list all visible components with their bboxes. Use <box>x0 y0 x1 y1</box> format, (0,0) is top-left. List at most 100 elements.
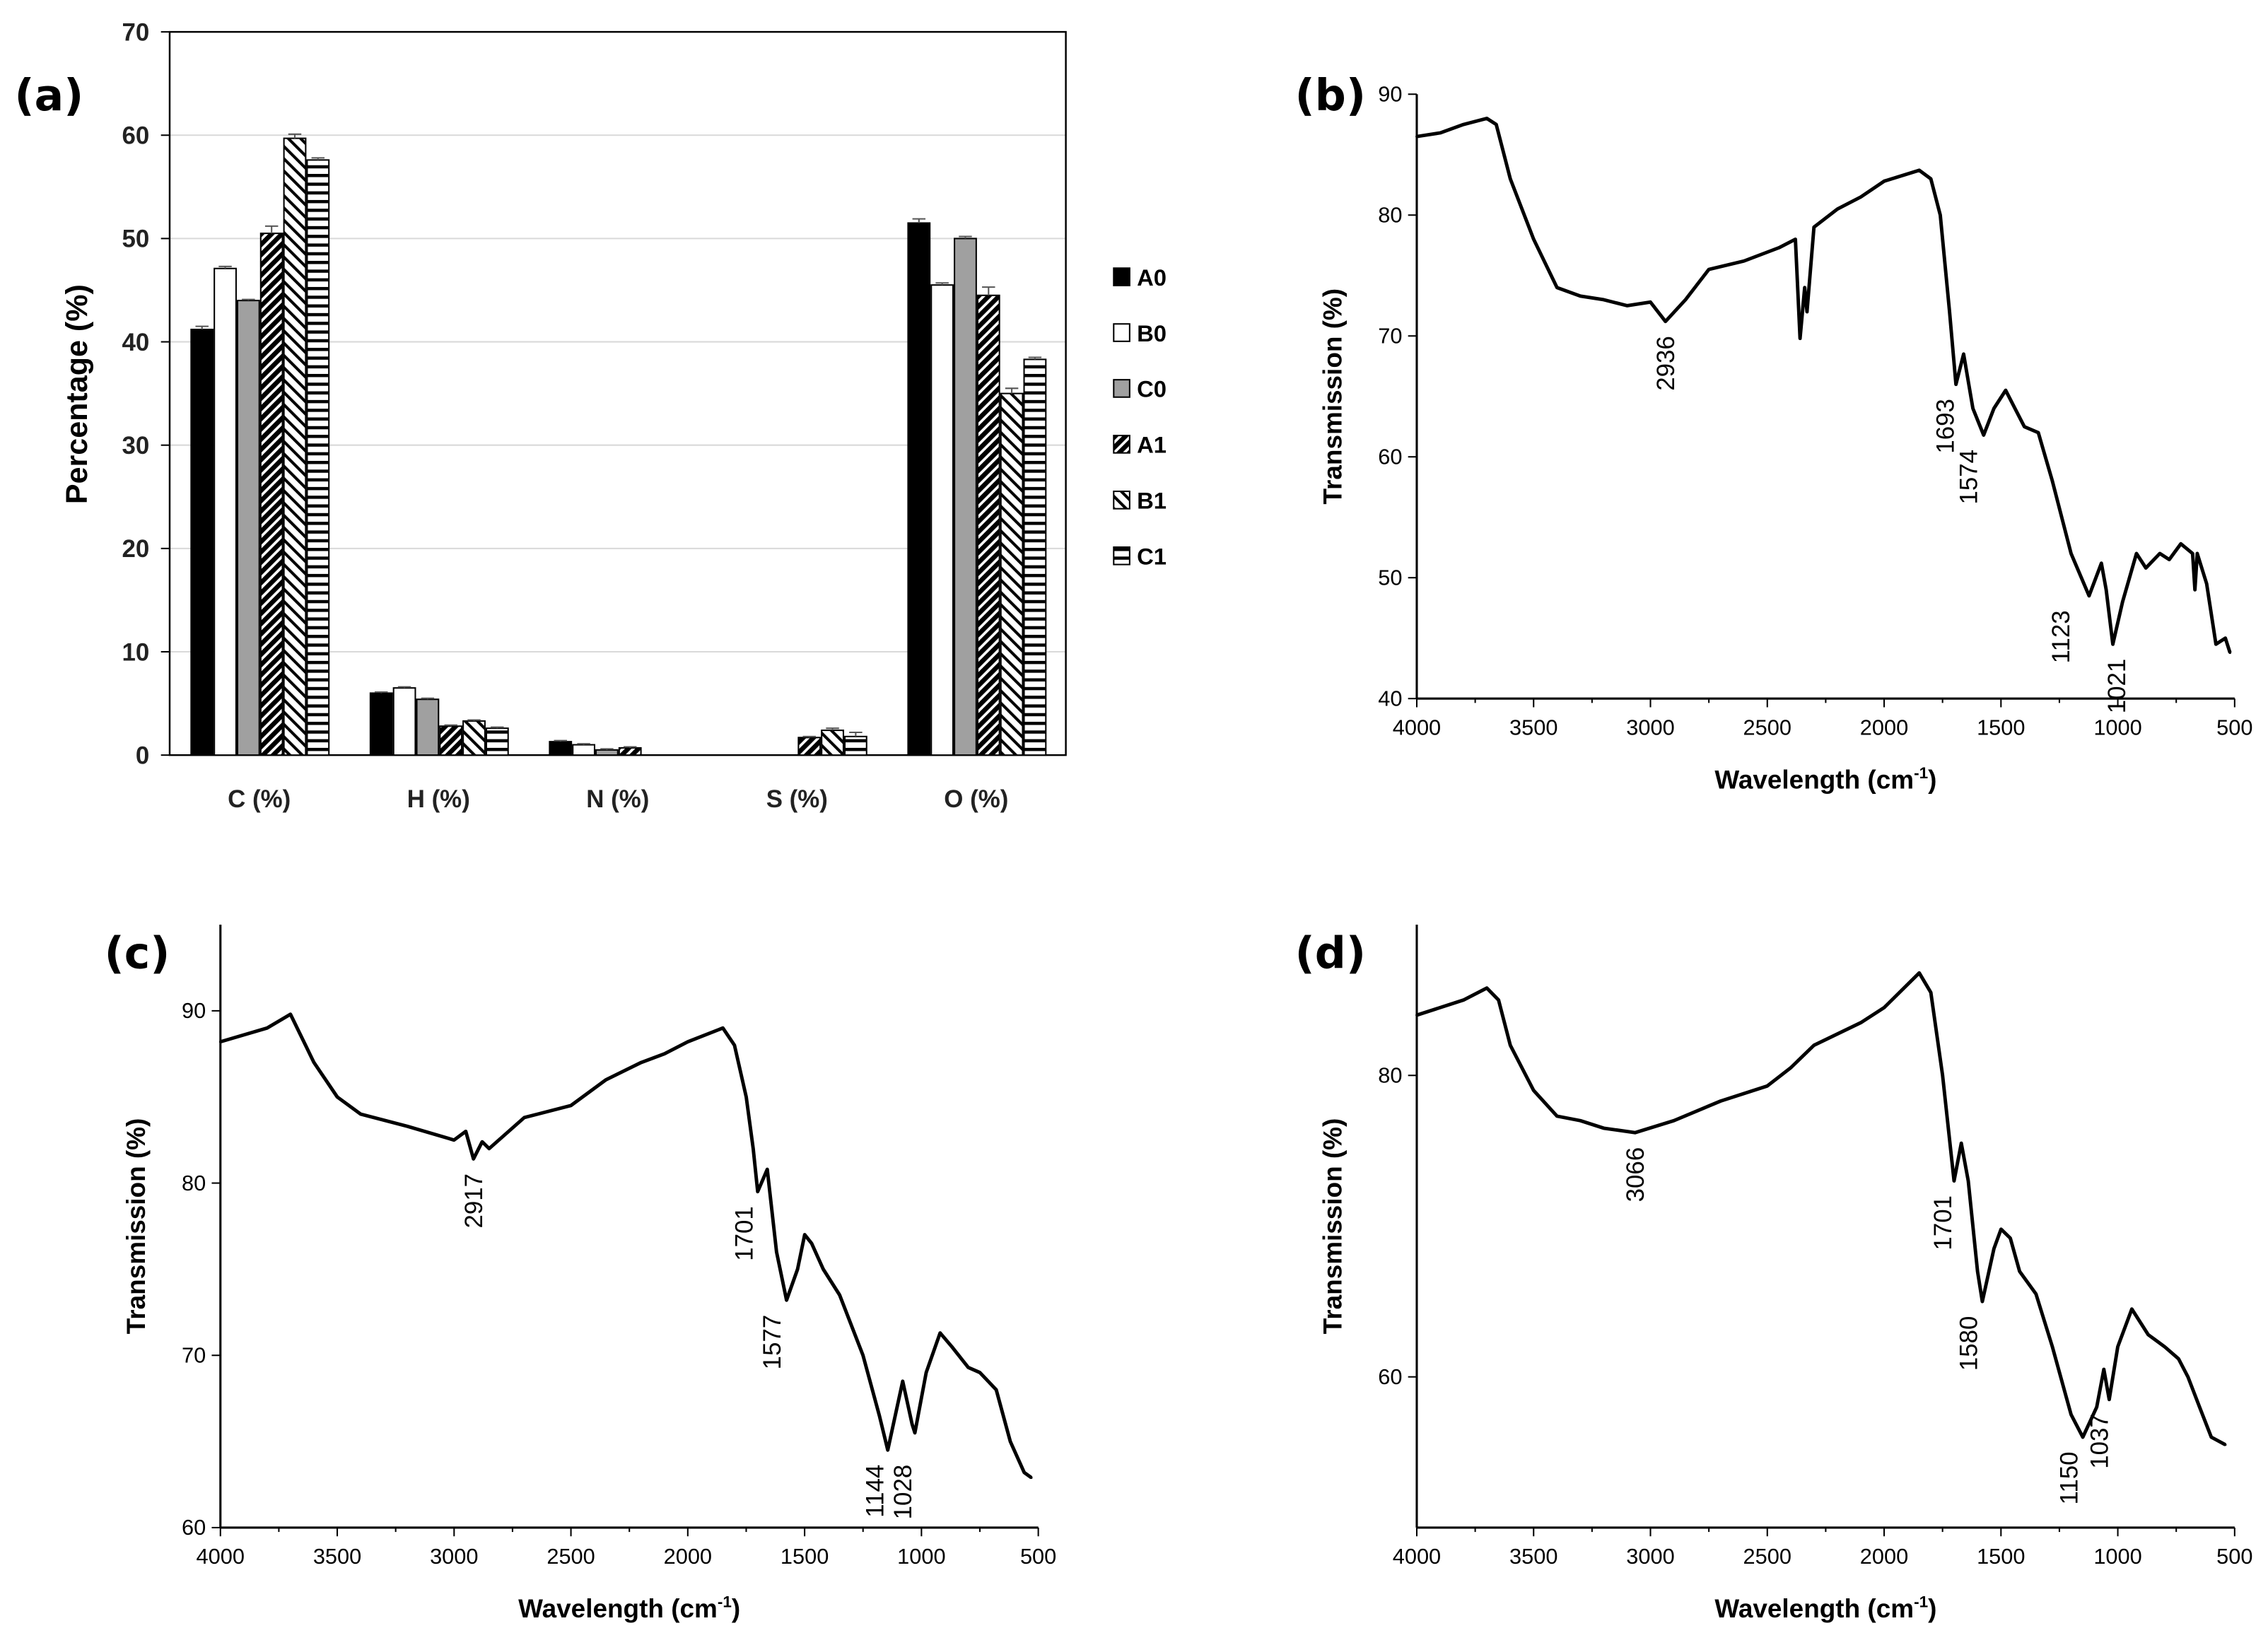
spectrum-point <box>639 1061 643 1064</box>
peak-annotation: 1021 <box>2103 659 2131 714</box>
ftir-chart-b: (b) 4000 3500 3000 2500 2000 1500 1000 500 40 50 60… <box>1295 70 2253 794</box>
spectrum-point <box>2095 1405 2098 1409</box>
spectrum-point <box>913 1432 916 1434</box>
spectrum-point <box>1497 998 1500 1002</box>
spectrum-point <box>1672 1119 1676 1123</box>
peak-annotation: 1037 <box>2086 1414 2113 1469</box>
spectrum-point <box>1929 177 1932 180</box>
x-tick-label: 1000 <box>2093 715 2141 739</box>
spectrum-point <box>452 1138 456 1142</box>
spectrum-point <box>266 1026 269 1030</box>
spectrum-point <box>604 1078 607 1082</box>
bar-B1-1 <box>462 720 486 756</box>
spectrum-point <box>995 1388 998 1391</box>
spectrum-point <box>2144 566 2148 570</box>
spectrum-point <box>2013 406 2016 410</box>
spectrum-point <box>1794 238 1797 241</box>
spectrum-point <box>1883 180 1886 183</box>
spectrum-point <box>1948 310 1951 313</box>
x-tick-label: 3000 <box>430 1544 478 1569</box>
spectrum-point <box>218 1040 222 1043</box>
legend-swatch-A1 <box>1113 435 1130 454</box>
spectrum-point <box>2179 542 2182 546</box>
y-tick-label: 90 <box>182 998 206 1023</box>
peak-annotation: 3066 <box>1622 1147 1649 1202</box>
spectrum-point <box>1813 1043 1816 1047</box>
bar-A0-2 <box>549 741 573 756</box>
spectrum-point <box>911 1422 913 1426</box>
bar-B0-2 <box>572 744 595 756</box>
spectrum-point <box>2198 1405 2202 1409</box>
bar-C1-0 <box>306 159 330 756</box>
spectrum-point <box>2100 561 2103 565</box>
x-axis-label: Wavelength (cm-1) <box>1714 1593 1936 1623</box>
spectrum-point <box>2168 558 2171 561</box>
y-tick-label: 60 <box>1378 444 1402 469</box>
spectrum-point <box>464 1130 467 1133</box>
x-tick-label: 4000 <box>197 1544 245 1569</box>
spectrum-point <box>1719 1099 1722 1103</box>
spectrum-point <box>481 1140 484 1143</box>
spectrum-point <box>766 1168 769 1171</box>
x-tick-label: 1500 <box>1977 1544 2025 1569</box>
spectrum-point <box>901 1379 904 1383</box>
spectrum-point <box>2069 1413 2073 1416</box>
bar-C0-1 <box>416 698 440 756</box>
spectrum-point <box>2035 1292 2038 1296</box>
peak-annotation: 2917 <box>460 1173 488 1229</box>
spectrum-point <box>2116 1345 2120 1348</box>
y-tick-label: 40 <box>1378 686 1402 710</box>
peak-annotation: 1701 <box>1929 1195 1957 1251</box>
spectrum-point <box>522 1116 526 1119</box>
spectrum-point <box>721 1026 725 1030</box>
spectrum-point <box>2228 651 2232 655</box>
spectrum-point <box>1555 1114 1559 1118</box>
bar-C1-3 <box>843 735 867 756</box>
spectrum-point <box>1485 986 1488 990</box>
spectrum-point <box>1602 1127 1606 1130</box>
spectrum-point <box>662 1052 666 1055</box>
bar-B1-0 <box>283 137 307 756</box>
x-tick-label: 3500 <box>1509 1544 1557 1569</box>
spectrum-point <box>1707 268 1710 271</box>
spectrum-point <box>2146 1333 2150 1336</box>
y-tick-label: 70 <box>122 18 149 46</box>
y-axis-label: Transmission (%) <box>122 1118 151 1335</box>
spectrum-point <box>1836 207 1839 211</box>
x-tick-label: 1500 <box>781 1544 829 1569</box>
bar-B0-1 <box>392 687 416 756</box>
panel-label: (c) <box>105 928 170 979</box>
spectrum-point <box>2088 595 2091 597</box>
spectrum-point <box>1495 123 1498 126</box>
y-axis-label: Transmission (%) <box>1318 1118 1347 1335</box>
spectrum-point <box>2121 600 2124 604</box>
spectrum-point <box>2037 431 2040 434</box>
spectrum-point <box>1462 998 1465 1002</box>
bar-chart-a: (a) 0 10 20 30 40 50 60 70 C (%) H (%) N (%) S (%) O … <box>15 18 1167 813</box>
spectrum-point <box>2223 636 2227 640</box>
spectrum-point <box>1939 213 1942 217</box>
spectrum-point <box>1765 1084 1769 1088</box>
spectrum-point <box>886 1448 889 1452</box>
spectrum-point <box>1579 1119 1582 1123</box>
spectrum-point <box>1664 320 1667 323</box>
spectrum-point <box>1859 195 1862 199</box>
bar-A1-2 <box>618 747 642 756</box>
spectrum-point <box>2108 1398 2111 1401</box>
peak-annotation: 1574 <box>1955 450 1982 505</box>
spectrum-point <box>1649 300 1652 304</box>
spectrum-point <box>1962 353 1965 356</box>
x-tick-label: 500 <box>2216 1544 2252 1569</box>
y-tick-label: 0 <box>136 742 149 769</box>
spectrum-point <box>1625 304 1629 308</box>
spectrum-point <box>2186 1375 2190 1378</box>
spectrum-point <box>1532 1089 1536 1092</box>
y-tick-label: 80 <box>1378 1063 1402 1088</box>
panel-label: (b) <box>1295 70 1366 121</box>
x-tick-label: 2000 <box>1860 715 1908 739</box>
spectrum-point <box>1415 1014 1418 1017</box>
spectrum-point <box>1982 433 1985 437</box>
spectrum-point <box>1439 131 1442 134</box>
y-axis-label: Transmission (%) <box>1318 288 1347 505</box>
